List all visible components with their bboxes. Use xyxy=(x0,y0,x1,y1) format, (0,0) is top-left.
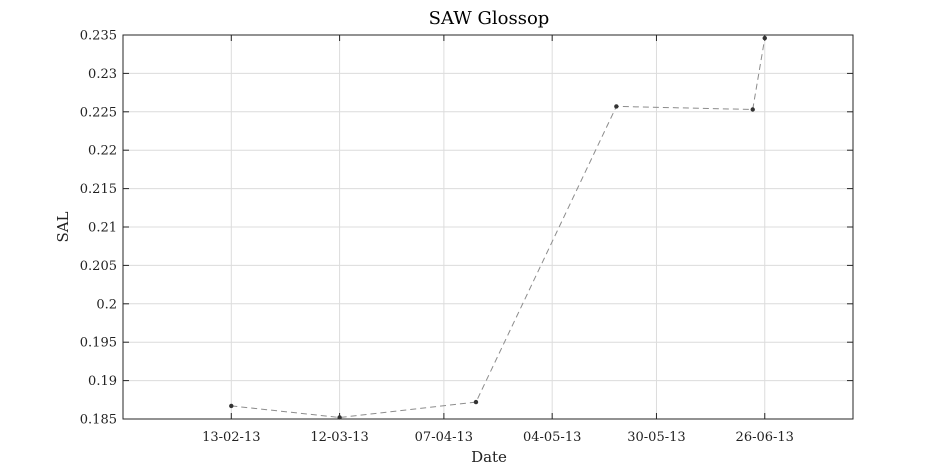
y-tick-label: 0.23 xyxy=(88,67,117,82)
x-axis-label: Date xyxy=(471,448,507,466)
y-tick-label: 0.22 xyxy=(88,144,117,159)
grid xyxy=(123,34,853,420)
series-layer xyxy=(229,35,767,420)
y-axis-label: SAL xyxy=(54,211,72,242)
chart-title: SAW Glossop xyxy=(429,8,550,29)
y-tick-label: 0.21 xyxy=(88,221,117,236)
y-tick-label: 0.235 xyxy=(80,29,117,44)
y-tick-label: 0.225 xyxy=(80,105,117,120)
x-tick-label: 07-04-13 xyxy=(415,430,473,445)
data-point xyxy=(614,104,619,109)
y-tick-label: 0.215 xyxy=(80,182,117,197)
x-tick-label: 12-03-13 xyxy=(310,430,368,445)
x-tick-label: 26-06-13 xyxy=(736,430,794,445)
x-tick-label: 30-05-13 xyxy=(627,430,685,445)
data-point xyxy=(229,403,234,409)
data-point xyxy=(337,415,342,420)
y-tick-label: 0.2 xyxy=(96,297,117,312)
axis-ticks: 0.185 0.19 0.195 0.2 0.205 0.21 0.215 0.22 0.225… xyxy=(80,29,853,445)
data-point xyxy=(750,107,755,112)
data-point xyxy=(762,35,767,41)
data-point xyxy=(473,399,479,405)
x-tick-label: 04-05-13 xyxy=(523,430,581,445)
y-tick-label: 0.205 xyxy=(80,259,117,274)
x-tick-label: 13-02-13 xyxy=(202,430,260,445)
y-tick-label: 0.19 xyxy=(88,374,117,389)
y-tick-label: 0.195 xyxy=(80,336,117,351)
y-tick-label: 0.185 xyxy=(80,413,117,428)
series-line xyxy=(231,38,766,419)
